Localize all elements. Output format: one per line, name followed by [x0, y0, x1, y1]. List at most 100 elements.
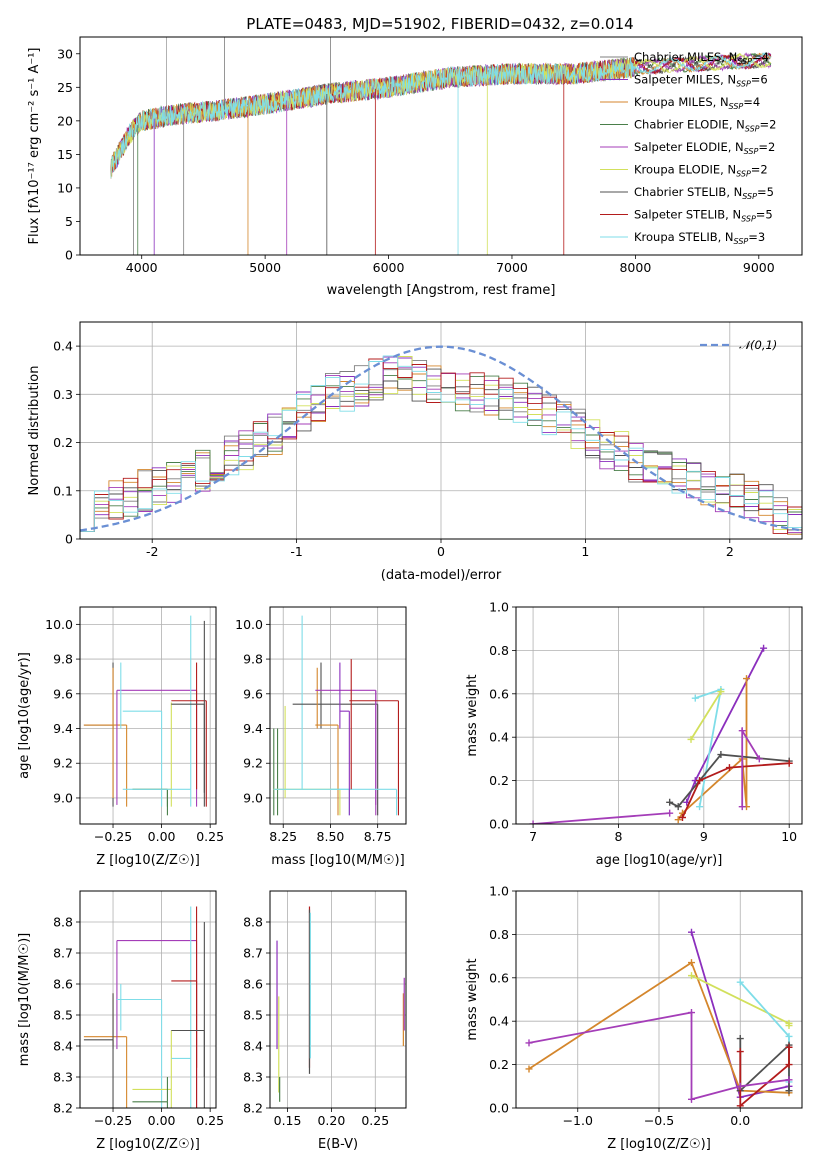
x-tick-label: 6000: [373, 260, 405, 275]
y-tick-label: 0.4: [53, 339, 73, 354]
y-tick-label: 9.6: [243, 686, 263, 701]
plot-area: [529, 644, 793, 824]
y-tick-label: 8.4: [53, 1039, 73, 1054]
legend-text: Kroupa STELIB, N: [634, 230, 734, 244]
series-point: [688, 1009, 695, 1017]
series-point: [666, 809, 674, 817]
legend-label: Kroupa STELIB, NSSP=3: [634, 230, 765, 246]
y-axis-label: Flux [fλ10⁻¹⁷ erg cm⁻² s⁻¹ A⁻¹]: [27, 48, 42, 245]
y-tick-label: 9.4: [53, 721, 73, 736]
age-vs-metallicity-panel: −0.25 0.00 0.25 9.0 9.2 9.4 9.6 9.8 10.0 Z [log10…: [17, 606, 224, 868]
y-tick-label: 8.5: [243, 1008, 263, 1023]
histogram-step: [80, 358, 802, 534]
x-axis-label: Z [log10(Z/Z☉)]: [96, 1137, 200, 1152]
x-axis-label: Z [log10(Z/Z☉)]: [96, 853, 200, 868]
series-point: [688, 928, 695, 936]
series-point: [738, 727, 746, 735]
x-tick-label: −1.0: [563, 1113, 593, 1128]
x-tick-label: 1: [581, 544, 589, 559]
x-tick-label: 8.75: [364, 829, 392, 844]
series-point: [674, 816, 682, 824]
y-tick-label: 8.6: [53, 977, 73, 992]
axes: 0.15 0.20 0.25 8.2 8.3 8.4 8.5 8.6 8.7 8.8 E(B-V): [243, 890, 407, 1152]
y-axis-label: Normed distribution: [27, 366, 42, 496]
legend-tail: =5: [756, 208, 773, 222]
series-point: [738, 803, 746, 811]
figure-title: PLATE=0483, MJD=51902, FIBERID=0432, z=0…: [246, 15, 633, 33]
x-axis-label: Z [log10(Z/Z☉)]: [607, 1137, 711, 1152]
plot-area: [110, 37, 772, 255]
x-tick-label: 8.25: [269, 829, 297, 844]
series-line: [739, 1047, 790, 1108]
y-tick-label: 10.0: [235, 617, 263, 632]
axes: −0.25 0.00 0.25 9.0 9.2 9.4 9.6 9.8 10.0 Z [log10…: [17, 606, 224, 868]
y-tick-label: 0.8: [489, 643, 509, 658]
legend-tail: =3: [748, 230, 765, 244]
y-axis-label: mass [log10(M/M☉)]: [17, 933, 32, 1066]
series-point: [736, 1102, 744, 1108]
x-tick-label: −0.25: [94, 1113, 132, 1128]
series-line: [690, 691, 722, 740]
y-tick-label: 8.3: [53, 1070, 73, 1085]
series-point: [736, 1048, 744, 1056]
x-tick-label: 0.20: [317, 1113, 345, 1128]
legend-text: Salpeter STELIB, N: [634, 208, 741, 222]
legend-text: Chabrier MILES, N: [634, 50, 737, 64]
plot-area: [80, 345, 802, 535]
x-tick-label: 0.25: [361, 1113, 389, 1128]
legend-subscript: SSP: [737, 57, 752, 66]
x-axis-label: age [log10(age/yr)]: [596, 853, 723, 868]
y-tick-label: 0.4: [489, 730, 509, 745]
y-tick-label: 0: [65, 248, 73, 263]
series-point: [525, 1065, 533, 1073]
x-tick-label: 4000: [126, 260, 158, 275]
y-tick-label: 8.4: [243, 1039, 263, 1054]
series-point: [529, 820, 537, 824]
series-point: [736, 1035, 744, 1043]
legend-text: Salpeter MILES, N: [634, 73, 736, 87]
y-tick-label: 8.6: [243, 977, 263, 992]
x-axis-label: (data-model)/error: [381, 568, 502, 583]
x-tick-label: 2: [726, 544, 734, 559]
y-tick-label: 9.4: [243, 721, 263, 736]
series-point: [696, 803, 704, 811]
y-axis-label: mass weight: [465, 674, 480, 756]
plot-area: [273, 615, 399, 816]
y-tick-label: 8.7: [53, 946, 73, 961]
series-point: [760, 644, 768, 652]
legend-tail: =2: [760, 118, 777, 132]
series-point: [717, 688, 725, 696]
legend-text: Chabrier ELODIE, N: [634, 118, 745, 132]
legend-tail: =4: [743, 95, 760, 109]
mass-vs-metallicity-panel: −0.25 0.00 0.25 8.2 8.3 8.4 8.5 8.6 8.7 8.8 Z [log…: [17, 890, 224, 1152]
y-tick-label: 0.6: [489, 686, 509, 701]
axes: −0.25 0.00 0.25 8.2 8.3 8.4 8.5 8.6 8.7 8.8 Z [log…: [17, 890, 224, 1152]
y-tick-label: 0.0: [489, 1101, 509, 1116]
histogram-step: [80, 355, 802, 532]
legend-text: Chabrier STELIB, N: [634, 185, 742, 199]
series-point: [755, 755, 763, 763]
legend-tail: =6: [751, 73, 768, 87]
y-tick-label: 8.5: [53, 1008, 73, 1023]
y-tick-label: 15: [57, 147, 73, 162]
plot-area: [276, 906, 405, 1102]
mass-vs-ebv-panel: 0.15 0.20 0.25 8.2 8.3 8.4 8.5 8.6 8.7 8.8 E(B-V): [243, 890, 407, 1152]
y-tick-label: 8.8: [53, 915, 73, 930]
axes-frame: [79, 890, 217, 1109]
legend-tail: =2: [751, 163, 768, 177]
series-point: [743, 675, 751, 683]
x-tick-label: 0.00: [148, 829, 176, 844]
series-point: [785, 759, 793, 767]
y-tick-label: 9.6: [53, 686, 73, 701]
y-tick-label: 0.2: [489, 773, 509, 788]
y-tick-label: 8.7: [243, 946, 263, 961]
legend-tail: =5: [757, 185, 774, 199]
axes: 4000 5000 6000 7000 8000 9000 0 5 10 15 20 25 30 Chab…: [27, 36, 803, 298]
x-axis-label: E(B-V): [318, 1137, 358, 1152]
y-tick-label: 0.6: [489, 970, 509, 985]
series-point: [674, 803, 682, 811]
axes: -2 -1 0 1 2 0 0.1 0.2 0.3 0.4 𝒩(0,1) (data-model)/e…: [27, 321, 803, 583]
y-tick-label: 20: [57, 113, 73, 128]
legend-label: Salpeter ELODIE, NSSP=2: [634, 140, 775, 156]
